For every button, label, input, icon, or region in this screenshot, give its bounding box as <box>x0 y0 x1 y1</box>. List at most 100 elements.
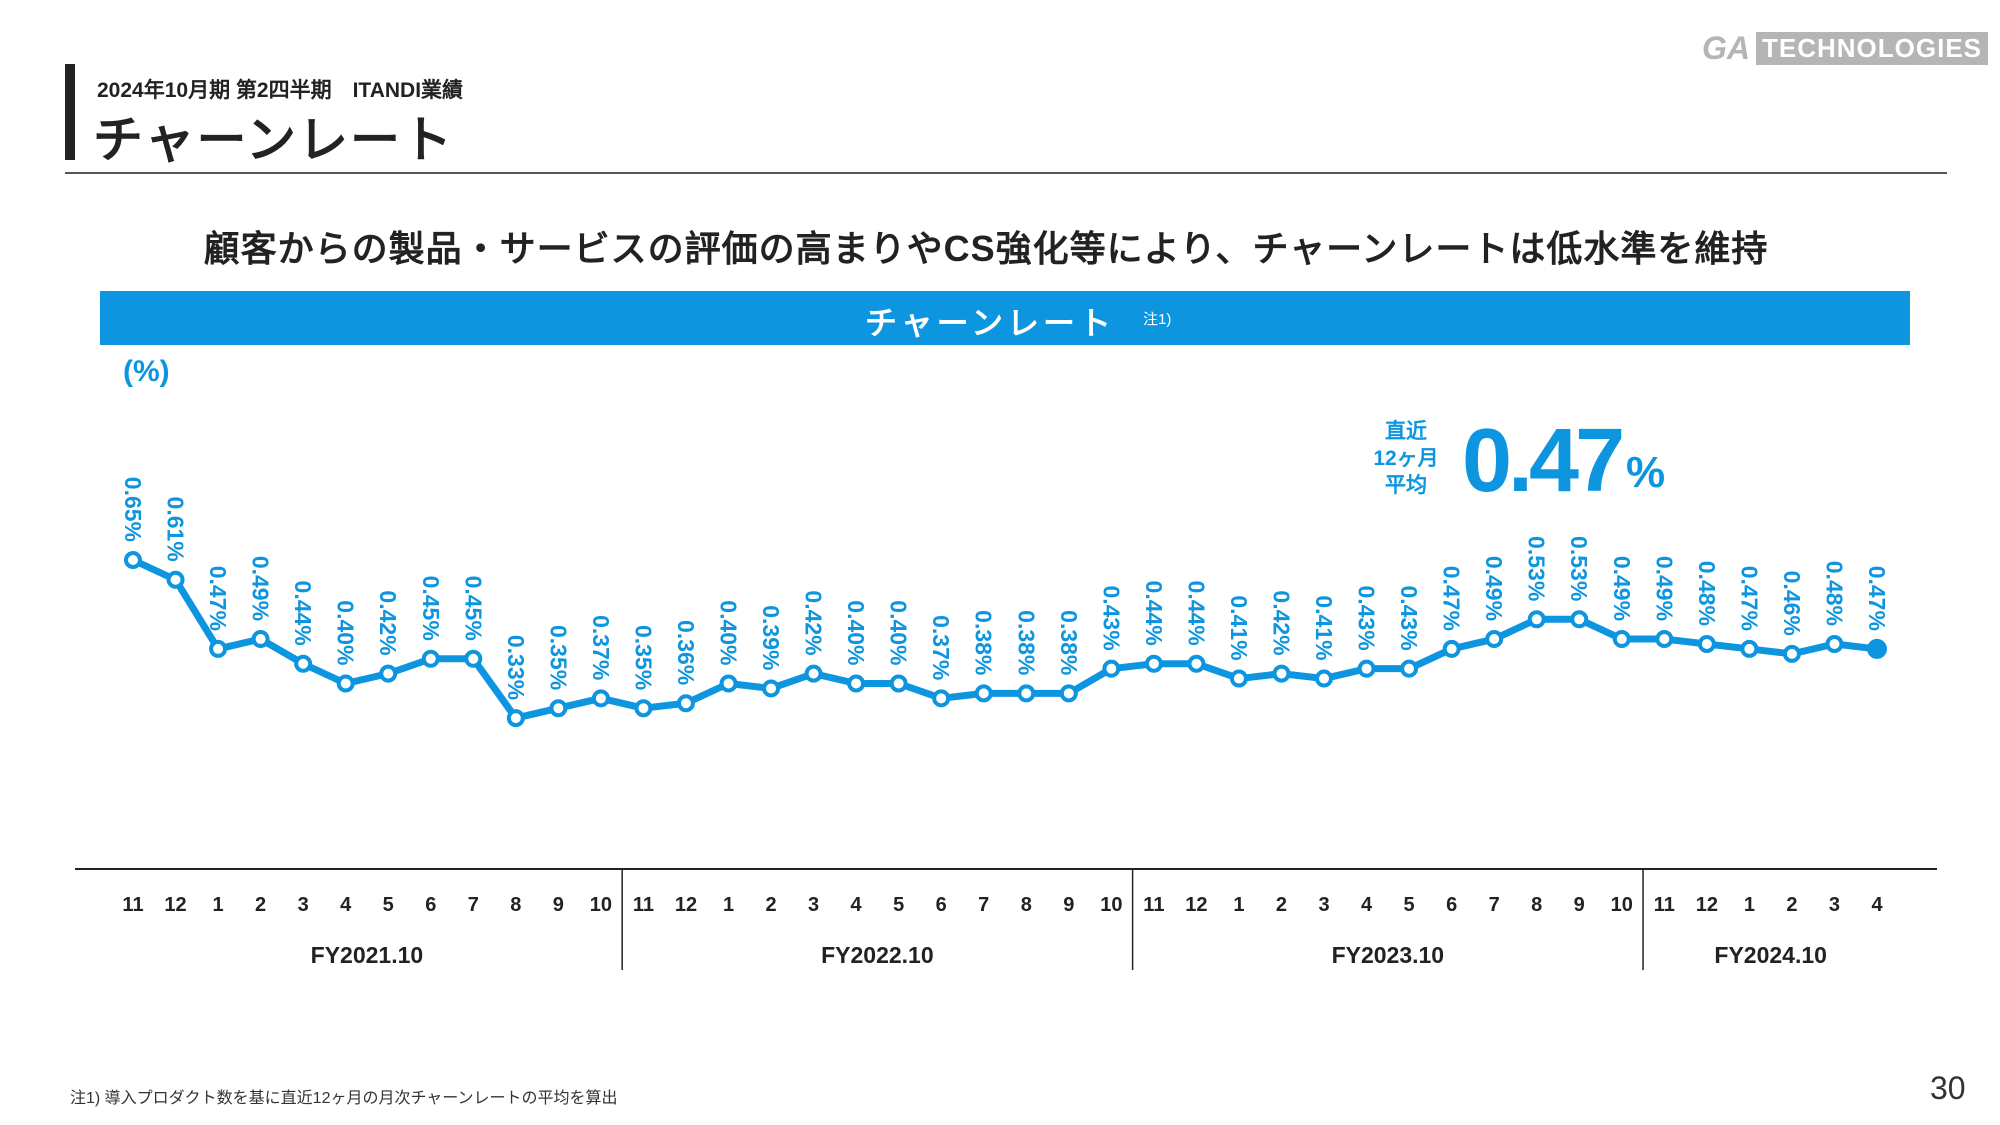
data-label: 0.65% <box>120 477 146 542</box>
data-point <box>124 551 142 569</box>
footnote: 注1) 導入プロダクト数を基に直近12ヶ月の月次チャーンレートの平均を算出 <box>70 1090 618 1107</box>
data-point <box>1144 654 1163 673</box>
headline: 顧客からの製品・サービスの評価の高まりやCS強化等により、チャーンレートは低水準… <box>203 228 1769 269</box>
x-tick-label: 10 <box>590 894 612 916</box>
average-label-line: 平均 <box>1385 474 1427 497</box>
data-point <box>1059 684 1078 703</box>
x-tick-label: 5 <box>383 894 394 916</box>
x-tick-label: 4 <box>1871 894 1883 916</box>
data-point <box>1527 610 1546 629</box>
x-tick-label: 6 <box>936 894 947 916</box>
data-point <box>294 654 313 673</box>
data-point <box>209 639 228 658</box>
data-label: 0.61% <box>163 497 189 562</box>
data-point <box>464 649 483 668</box>
x-tick-label: 9 <box>1574 894 1585 916</box>
data-label: 0.49% <box>1481 556 1507 621</box>
data-point <box>847 674 866 693</box>
data-point <box>549 699 568 718</box>
data-label: 0.49% <box>248 556 274 621</box>
data-point <box>1400 659 1419 678</box>
data-label: 0.53% <box>1566 536 1592 601</box>
x-tick-label: 2 <box>255 894 266 916</box>
data-label: 0.44% <box>1183 581 1209 646</box>
x-tick-label: 11 <box>1143 894 1164 916</box>
data-label: 0.43% <box>1098 585 1124 650</box>
average-label: 直近 12ヶ月 平均 <box>1370 418 1442 499</box>
data-point <box>1102 659 1121 678</box>
data-point <box>336 674 355 693</box>
data-point <box>634 699 653 718</box>
data-label: 0.40% <box>716 600 742 665</box>
title-accent-bar <box>65 64 75 160</box>
data-point <box>719 674 738 693</box>
data-label: 0.37% <box>928 615 954 680</box>
data-point <box>1357 659 1376 678</box>
x-tick-label: 5 <box>1404 894 1415 916</box>
data-label: 0.49% <box>1651 556 1677 621</box>
data-label: 0.33% <box>503 635 529 700</box>
data-point <box>1229 669 1248 688</box>
header-divider <box>65 172 1947 174</box>
x-tick-label: 8 <box>1531 894 1542 916</box>
data-label: 0.53% <box>1524 536 1550 601</box>
fy-group-label: FY2022.10 <box>821 942 934 968</box>
data-point <box>379 664 398 683</box>
x-tick-label: 1 <box>1233 894 1244 916</box>
data-label: 0.45% <box>460 576 486 641</box>
x-tick-label: 2 <box>1276 894 1287 916</box>
x-tick-label: 3 <box>1829 894 1840 916</box>
data-point <box>1612 630 1631 649</box>
x-tick-label: 11 <box>633 894 654 916</box>
x-tick-label: 8 <box>510 894 521 916</box>
average-unit: % <box>1626 448 1666 497</box>
data-point <box>1570 610 1589 629</box>
x-tick-label: 1 <box>213 894 224 916</box>
chart-note-ref: 注1) <box>1143 311 1172 328</box>
data-label: 0.47% <box>1736 566 1762 631</box>
data-point <box>1697 634 1716 653</box>
data-label: 0.44% <box>290 581 316 646</box>
data-label: 0.36% <box>673 620 699 685</box>
data-point <box>1272 664 1291 683</box>
data-label: 0.35% <box>545 625 571 690</box>
data-point <box>251 630 270 649</box>
data-label: 0.47% <box>1439 566 1465 631</box>
data-label: 0.44% <box>1141 581 1167 646</box>
data-point <box>889 674 908 693</box>
x-tick-label: 4 <box>340 894 352 916</box>
x-tick-label: 12 <box>164 894 186 916</box>
data-label: 0.43% <box>1354 585 1380 650</box>
fy-group-label: FY2024.10 <box>1714 942 1827 968</box>
average-label-line: 12ヶ月 <box>1373 447 1439 470</box>
x-tick-label: 7 <box>1489 894 1500 916</box>
x-tick-label: 10 <box>1100 894 1122 916</box>
data-point <box>1867 638 1887 659</box>
data-point <box>166 570 185 589</box>
chart-title: チャーンレート <box>864 305 1116 341</box>
data-label: 0.46% <box>1779 571 1805 636</box>
data-label: 0.40% <box>886 600 912 665</box>
x-tick-label: 3 <box>1318 894 1329 916</box>
data-label: 0.47% <box>1864 566 1890 631</box>
x-tick-label: 5 <box>893 894 904 916</box>
slide-title: チャーンレート <box>93 112 454 168</box>
x-tick-label: 12 <box>1696 894 1718 916</box>
data-point <box>974 684 993 703</box>
data-label: 0.41% <box>1311 595 1337 660</box>
x-tick-label: 7 <box>978 894 989 916</box>
x-tick-label: 12 <box>1185 894 1207 916</box>
data-label: 0.40% <box>333 600 359 665</box>
data-label: 0.45% <box>418 576 444 641</box>
page-number: 30 <box>1930 1070 1966 1106</box>
data-point <box>1655 630 1674 649</box>
x-tick-label: 3 <box>298 894 309 916</box>
data-label: 0.48% <box>1821 561 1847 626</box>
x-tick-label: 9 <box>1063 894 1074 916</box>
data-point <box>804 664 823 683</box>
data-label: 0.49% <box>1609 556 1635 621</box>
x-tick-label: 2 <box>1786 894 1797 916</box>
data-point <box>1485 630 1504 649</box>
